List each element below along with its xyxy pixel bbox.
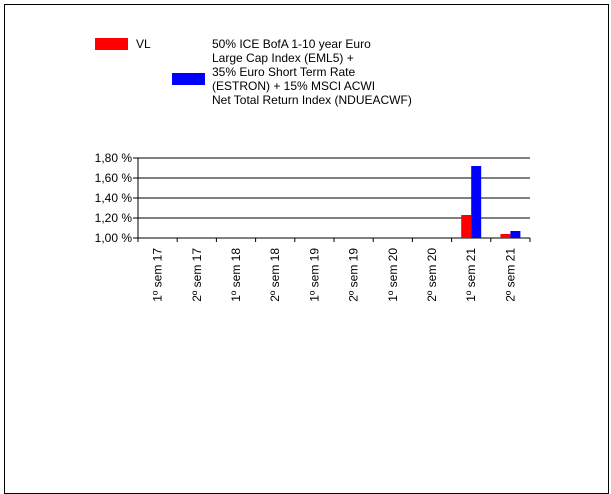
y-tick-label: 1,00 % <box>95 231 133 245</box>
y-tick-label: 1,60 % <box>95 171 133 185</box>
bar-benchmark <box>510 231 521 238</box>
x-tick-label: 2º sem 19 <box>347 248 361 302</box>
y-tick-label: 1,40 % <box>95 191 133 205</box>
y-tick-label: 1,80 % <box>95 151 133 165</box>
legend-swatch-vl <box>95 38 128 50</box>
x-tick-label: 1º sem 21 <box>464 248 478 302</box>
x-tick-label: 2º sem 20 <box>425 248 439 302</box>
legend-label-vl: VL <box>136 37 151 51</box>
bar-vl <box>500 234 511 238</box>
x-tick-label: 1º sem 19 <box>307 248 321 302</box>
x-tick-label: 1º sem 18 <box>229 248 243 302</box>
x-tick-label: 1º sem 17 <box>151 248 165 302</box>
legend-swatch-benchmark <box>172 73 205 85</box>
bar-benchmark <box>471 166 482 238</box>
chart-frame <box>4 4 609 494</box>
legend-label-benchmark: 50% ICE BofA 1-10 year Euro Large Cap In… <box>212 37 412 107</box>
x-tick-label: 2º sem 18 <box>268 248 282 302</box>
x-tick-label: 2º sem 17 <box>190 248 204 302</box>
y-tick-label: 1,20 % <box>95 211 133 225</box>
x-tick-label: 1º sem 20 <box>386 248 400 302</box>
bar-vl <box>461 215 472 238</box>
x-tick-label: 2º sem 21 <box>503 248 517 302</box>
